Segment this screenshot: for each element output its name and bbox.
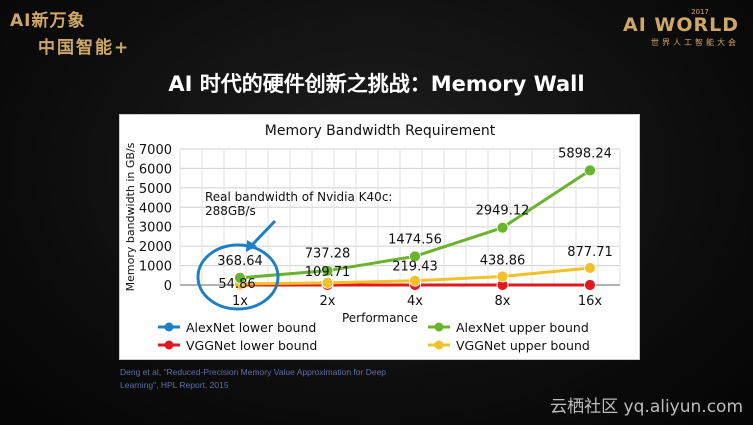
data-point xyxy=(321,264,334,277)
brand-left-line1: AI新万象 xyxy=(10,11,86,31)
legend-swatch-marker xyxy=(164,322,174,332)
annotation-text: 288GB/s xyxy=(205,204,256,218)
y-tick-label: 6000 xyxy=(139,162,172,177)
annotation-arrow xyxy=(250,219,277,247)
legend-label: VGGNet upper bound xyxy=(456,338,590,353)
y-tick-label: 4000 xyxy=(139,201,172,216)
citation-line1: Deng et al, "Reduced-Precision Memory Va… xyxy=(120,367,387,377)
data-point xyxy=(584,164,596,177)
y-tick-label: 5000 xyxy=(139,182,172,197)
y-tick-label: 0 xyxy=(164,279,172,294)
annotation-text: Real bandwidth of Nvidia K40c: xyxy=(205,190,392,204)
y-tick-label: 2000 xyxy=(139,240,172,255)
bandwidth-chart: Memory Bandwidth Requirement 0 1000 2000 300… xyxy=(124,123,621,353)
brand-right-main: AI WORLD xyxy=(622,14,739,36)
data-point xyxy=(584,262,596,274)
data-point xyxy=(409,250,421,263)
x-tick-label: 1x xyxy=(232,294,248,309)
data-label: 737.28 xyxy=(305,247,351,262)
data-point xyxy=(496,270,509,283)
brand-right-sub: 世界人工智能大会 xyxy=(651,38,739,47)
data-label: 438.86 xyxy=(480,253,526,268)
data-label: 1474.56 xyxy=(388,232,442,247)
annotation-circle xyxy=(196,243,280,311)
y-tick-label: 3000 xyxy=(139,221,172,236)
x-tick-label: 8x xyxy=(495,294,511,309)
x-tick-label: 16x xyxy=(578,294,603,309)
data-label: 109.71 xyxy=(305,265,351,280)
legend-swatch-marker xyxy=(434,322,444,332)
data-label: 368.64 xyxy=(217,254,263,269)
data-label: 2949.12 xyxy=(476,204,530,219)
brand-year: 2017 xyxy=(691,8,709,16)
brand-left-line2: 中国智能+ xyxy=(38,38,131,58)
legend-swatch-marker xyxy=(434,340,444,350)
data-point xyxy=(584,279,596,291)
watermark: 云栖社区 yq.aliyun.com xyxy=(550,397,743,417)
data-label: 5898.24 xyxy=(558,146,612,161)
data-point xyxy=(496,221,509,234)
y-tick-label: 7000 xyxy=(139,143,172,158)
brand-left: AI新万象 中国智能+ xyxy=(10,6,130,58)
citation-line2: Learning", HPL Report, 2015 xyxy=(120,380,229,390)
citation: Deng et al, "Reduced-Precision Memory Va… xyxy=(120,366,480,392)
data-point xyxy=(234,271,246,284)
y-axis-label: Memory bandwidth in GB/s xyxy=(124,142,137,291)
x-tick-label: 4x xyxy=(407,294,423,309)
brand-right: 2017 AI WORLD 世界人工智能大会 xyxy=(622,8,739,48)
legend-label: AlexNet upper bound xyxy=(456,320,589,335)
slide-title: AI 时代的硬件创新之挑战：Memory Wall xyxy=(168,72,585,96)
data-point xyxy=(409,274,421,287)
legend-label: VGGNet lower bound xyxy=(186,338,317,353)
data-label: 877.71 xyxy=(567,245,613,260)
x-tick-label: 2x xyxy=(320,294,336,309)
chart-title: Memory Bandwidth Requirement xyxy=(265,123,496,139)
y-tick-label: 1000 xyxy=(139,260,172,275)
legend-label: AlexNet lower bound xyxy=(186,320,316,335)
data-label: 219.43 xyxy=(392,260,438,275)
legend-swatch-marker xyxy=(164,340,174,350)
data-label: 54.86 xyxy=(218,277,255,292)
chart-panel: Memory Bandwidth Requirement 0 1000 2000 300… xyxy=(119,114,640,360)
x-axis-label: Performance xyxy=(342,311,418,325)
data-point xyxy=(321,276,334,289)
